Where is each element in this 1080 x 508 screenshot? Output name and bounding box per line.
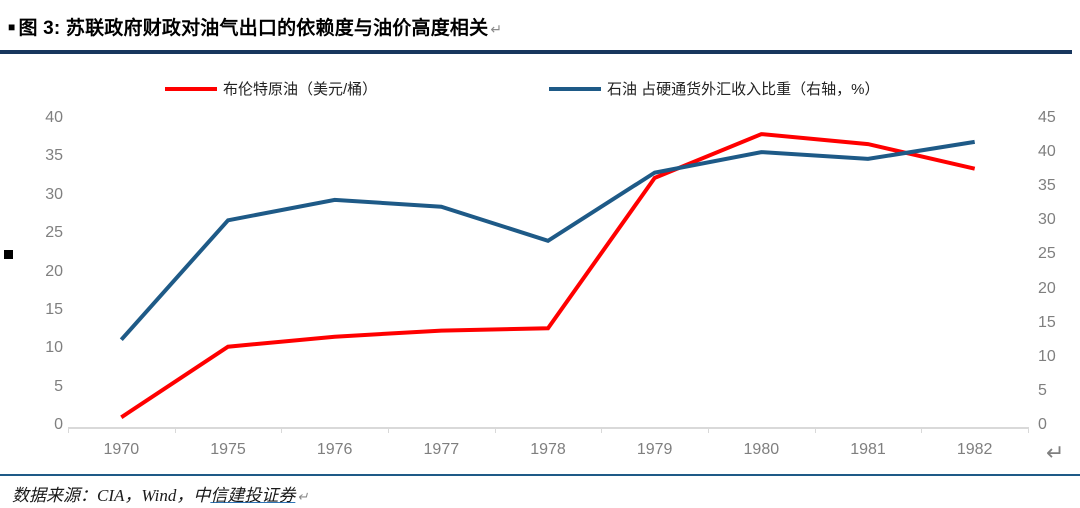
left-axis-tick-label: 25	[45, 224, 63, 242]
left-axis-tick-label: 40	[45, 109, 63, 126]
left-axis-tick-label: 15	[45, 300, 63, 318]
x-axis-tick-label: 1970	[103, 441, 140, 458]
legend-swatch-icon	[549, 86, 601, 91]
figure-title: ■ 图 3: 苏联政府财政对油气出口的依赖度与油价高度相关 ↵	[8, 13, 1068, 40]
title-divider-rule	[0, 50, 1072, 54]
right-axis-tick-label: 10	[1038, 347, 1056, 365]
x-axis-tick-label: 1981	[850, 441, 886, 458]
x-axis-tick-mark	[388, 427, 389, 433]
right-axis-tick-label: 5	[1038, 381, 1047, 399]
right-axis-tick-label: 15	[1038, 313, 1056, 331]
x-axis-tick-label: 1977	[423, 441, 460, 458]
x-axis-tick-mark	[814, 427, 816, 433]
right-axis-tick-label: 20	[1038, 279, 1056, 297]
right-axis-tick-label: 40	[1038, 143, 1056, 161]
x-axis-tick-mark	[281, 427, 283, 433]
source-link[interactable]: 信建投证券	[210, 486, 296, 505]
x-axis-tick-mark	[494, 427, 496, 433]
left-axis-tick-label: 35	[45, 147, 63, 165]
left-axis-tick-label: 10	[45, 339, 63, 357]
x-axis-line	[68, 427, 1028, 429]
series-line-brent	[120, 132, 976, 419]
x-axis-tick-label: 1982	[956, 441, 993, 458]
left-axis-tick-label: 30	[45, 185, 63, 203]
x-axis-tick-mark	[601, 427, 603, 433]
legend-item: 石油 占硬通货外汇收入比重（右轴，%）	[549, 78, 880, 99]
title-text: 图 3: 苏联政府财政对油气出口的依赖度与油价高度相关	[18, 18, 489, 39]
return-mark-icon: ↵	[1046, 440, 1065, 465]
x-axis-tick-label: 1980	[743, 441, 780, 458]
margin-bullet-icon	[4, 250, 13, 259]
return-mark-icon: ↵	[297, 489, 309, 504]
right-axis-tick-label: 45	[1038, 109, 1056, 126]
x-axis-tick-label: 1978	[530, 441, 566, 458]
series-line-oil-share	[119, 139, 976, 342]
left-axis-tick-label: 5	[54, 377, 63, 395]
x-axis-tick-mark	[68, 427, 69, 433]
legend-item: 布伦特原油（美元/桶）	[165, 78, 377, 99]
right-axis-tick-label: 35	[1038, 177, 1056, 195]
right-axis-tick-label: 0	[1038, 416, 1047, 433]
left-axis-tick-label: 0	[54, 416, 63, 433]
legend-label: 布伦特原油（美元/桶）	[223, 81, 378, 98]
x-axis-tick-label: 1979	[636, 441, 673, 458]
left-axis-tick-label: 20	[45, 262, 63, 280]
x-axis-tick-mark	[921, 427, 923, 433]
source-text: 数据来源：CIA，Wind，中	[12, 486, 211, 505]
legend-swatch-icon	[165, 86, 217, 91]
x-axis-tick-label: 1975	[210, 441, 246, 458]
legend-label: 石油 占硬通货外汇收入比重（右轴，%）	[607, 81, 880, 98]
x-axis-tick-label: 1976	[316, 441, 353, 458]
x-axis-tick-mark	[708, 427, 709, 433]
right-axis-tick-label: 25	[1038, 245, 1056, 263]
data-source: 数据来源：CIA，Wind，中信建投证券 ↵	[12, 481, 1012, 506]
title-bullet-icon: ■	[8, 20, 16, 34]
x-axis-tick-mark	[174, 427, 176, 433]
return-mark-icon: ↵	[490, 21, 503, 37]
x-axis-tick-mark	[1028, 427, 1029, 433]
footer-divider-rule	[0, 474, 1080, 476]
right-axis-tick-label: 30	[1038, 211, 1056, 229]
